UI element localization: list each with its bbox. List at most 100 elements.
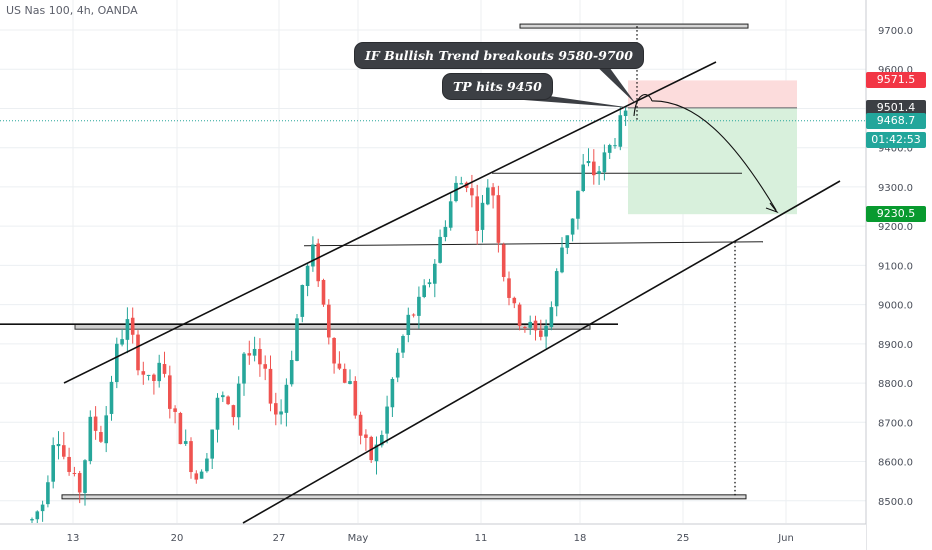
price-tag-target: 9230.5 [866,206,926,223]
candle-body [406,314,411,335]
candle-body [300,285,305,317]
symbol-title: US Nas 100, 4h, OANDA [6,4,138,17]
time-tick-label: May [348,533,369,544]
candle-body [401,336,405,353]
candle-body [327,304,331,338]
candle-body [501,244,506,277]
price-tick-label: 9400.0 [878,144,913,155]
candle-body [364,434,368,438]
candle-body [539,330,543,337]
candle-body [353,380,358,416]
price-tick-label: 8800.0 [878,379,913,390]
target-arrowhead [765,202,779,214]
candle-body [517,304,522,326]
time-axis: 13 20 27 May 11 18 25 Jun [0,523,866,550]
candle-body [390,378,395,408]
candle-body [56,443,61,447]
candle-body [507,278,511,298]
candle-body [162,364,167,374]
candle-body [40,504,45,512]
candle-body [560,247,564,273]
candle-body [30,519,34,521]
candle-body [46,482,50,505]
candle-body [67,456,71,472]
candle-body [62,445,66,457]
candle-body [459,183,464,185]
candle-body [342,368,347,383]
candle-body [88,416,93,462]
candle-body [422,285,426,297]
candle-body [221,395,225,398]
candle-body [321,279,326,305]
time-tick-label: 27 [273,533,286,544]
candle-body [99,432,103,442]
risk-zone [628,80,797,108]
candle-body [443,226,448,238]
candle-body [146,374,151,376]
candle-body [433,263,437,284]
price-tick-label: 8500.0 [878,497,913,508]
candle-body [157,362,161,382]
price-tick-label: 9700.0 [878,26,913,37]
price-axis: 8500.0 8600.0 8700.0 8800.0 8900.0 9000.0 9100… [865,0,932,550]
candle-body [152,374,156,381]
candle-body [565,235,570,248]
candle-body [512,297,517,304]
candle-body [549,307,554,328]
candle-body [411,314,416,316]
price-tick-label: 9000.0 [878,301,913,312]
candle-body [523,327,527,329]
callout-take-profit: TP hits 9450 [443,74,552,99]
candle-body [586,160,591,164]
channel-upper-line [63,61,717,384]
time-tick-label: 18 [574,533,587,544]
price-tag-entry: 9501.4 [866,99,926,116]
candle-body [369,436,373,461]
candle-body [83,460,87,493]
candle-body [125,319,130,340]
candle-body [183,441,188,444]
price-tick-label: 9200.0 [878,222,913,233]
target-curve [651,100,777,211]
candle-body [602,152,607,173]
candle-body [486,187,490,205]
candle-body [189,441,193,473]
candle-body [316,243,320,282]
candle-body [215,397,220,430]
candle-body [242,353,246,384]
candle-body [231,405,236,418]
candle-body [374,444,379,462]
candle-body [480,202,485,230]
trendlines [63,60,841,524]
candle-body [576,190,580,219]
candle-body [427,282,432,285]
candle-body [544,325,548,337]
callout-breakout-tail [590,60,636,104]
price-tick-label: 9300.0 [878,183,913,194]
candle-body [295,318,299,361]
candle-body [109,381,114,414]
candle-body [274,403,278,415]
candle-body [199,471,204,479]
candle-body [263,364,267,369]
candle-body [168,375,172,409]
candle-body [35,511,40,520]
candle-body [470,188,474,196]
candle-body [258,348,262,365]
horizontal-levels [0,23,866,500]
candle-body [284,384,289,413]
candle-body [178,412,183,445]
candle-body [141,371,146,375]
candle-body [332,337,336,364]
candle-body [385,406,389,434]
price-tag-last: 9468.7 [866,112,926,129]
position-zones [628,80,797,215]
time-tick-label: 11 [475,533,488,544]
candle-body [136,334,140,371]
candle-body [72,473,77,475]
candle-body [173,408,177,412]
candle-body [194,473,199,480]
resistance-mid-line [303,241,764,247]
